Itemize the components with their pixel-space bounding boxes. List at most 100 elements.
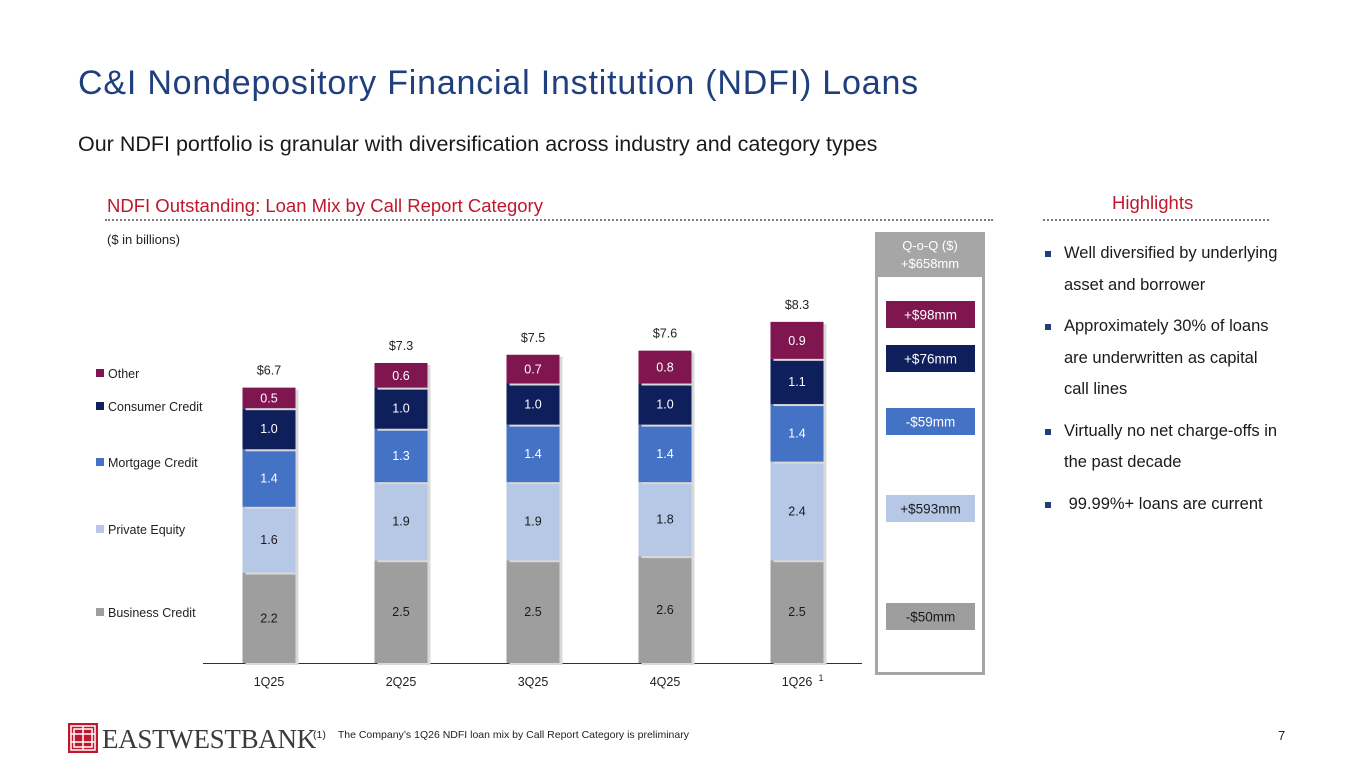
bullet-icon <box>1045 251 1051 257</box>
footnote: (1) The Company’s 1Q26 NDFI loan mix by C… <box>313 729 689 741</box>
legend-label: Business Credit <box>108 606 196 620</box>
qoq-header-title: Q-o-Q ($) <box>902 238 958 253</box>
total-label: $7.6 <box>653 327 677 341</box>
data-label: 0.5 <box>260 391 277 405</box>
data-label: 1.3 <box>392 449 409 463</box>
x-tick-label: 1Q26 <box>782 675 813 689</box>
bar-segment <box>506 424 560 483</box>
data-label: 1.4 <box>656 447 673 461</box>
data-label: 2.5 <box>788 605 805 619</box>
legend-swatch <box>96 608 104 616</box>
total-label: $7.5 <box>521 331 545 345</box>
x-tick-label: 1Q25 <box>254 675 285 689</box>
data-label: 1.0 <box>656 398 673 412</box>
bar-segment <box>242 387 296 409</box>
data-label: 1.1 <box>788 375 805 389</box>
bar-segment <box>374 387 428 429</box>
company-logo: EASTWESTBANK <box>68 723 316 755</box>
data-label: 2.6 <box>656 603 673 617</box>
data-label: 0.6 <box>392 369 409 383</box>
highlight-item: 99.99%+ loans are current <box>1040 489 1280 521</box>
bar-segment <box>242 449 296 507</box>
logo-wordmark: EASTWESTBANK <box>102 724 316 754</box>
total-label: $7.3 <box>389 339 413 353</box>
bar-segment <box>374 428 428 483</box>
data-label: 2.5 <box>524 605 541 619</box>
bar-segment <box>638 556 692 663</box>
highlight-item: Virtually no net charge-offs in the past… <box>1040 416 1280 479</box>
legend-swatch <box>96 525 104 533</box>
page-subtitle: Our NDFI portfolio is granular with dive… <box>78 132 878 156</box>
legend-swatch <box>96 369 104 377</box>
total-label: $8.3 <box>785 298 809 312</box>
highlights-divider <box>1043 219 1269 221</box>
legend-label: Consumer Credit <box>108 400 203 414</box>
x-tick-superscript: 1 <box>818 673 823 683</box>
data-label: 1.6 <box>260 533 277 547</box>
bullet-icon <box>1045 501 1051 508</box>
data-label: 1.0 <box>392 402 409 416</box>
page-title: C&I Nondepository Financial Institution … <box>78 64 919 102</box>
bar-segment <box>374 560 428 663</box>
bar-segment <box>242 408 296 450</box>
bar-segment <box>770 560 824 663</box>
highlights-list: Well diversified by underlying asset and… <box>1040 238 1280 530</box>
bar-segment <box>638 350 692 384</box>
x-tick-label: 4Q25 <box>650 675 681 689</box>
data-label: 1.4 <box>788 426 805 440</box>
qoq-change-label: +$593mm <box>900 502 960 517</box>
data-label: 0.7 <box>524 363 541 377</box>
bullet-icon <box>1045 428 1051 435</box>
qoq-change-box <box>886 345 975 372</box>
data-label: 0.8 <box>656 361 673 375</box>
highlight-text: Well diversified by underlying asset and… <box>1064 244 1278 294</box>
bar-segment <box>242 506 296 573</box>
data-label: 1.9 <box>392 515 409 529</box>
bar-segment <box>638 383 692 425</box>
qoq-change-label: +$76mm <box>904 352 957 367</box>
highlight-item: Approximately 30% of loans are underwrit… <box>1040 311 1280 406</box>
page-number: 7 <box>1278 728 1286 743</box>
bar-segment <box>770 404 824 462</box>
bar-segment <box>506 482 560 561</box>
bar-segment <box>506 560 560 663</box>
highlight-item: Well diversified by underlying asset and… <box>1040 238 1280 301</box>
qoq-header <box>876 233 984 277</box>
bar-segment <box>374 362 428 388</box>
bullet-icon <box>1045 324 1051 330</box>
bar-segment <box>506 383 560 425</box>
logo-emblem-icon <box>68 723 98 753</box>
bar-segment <box>374 482 428 561</box>
data-label: 1.9 <box>524 515 541 529</box>
bar-segment <box>638 424 692 483</box>
legend-label: Other <box>108 367 139 381</box>
qoq-header-total: +$658mm <box>901 256 959 271</box>
data-label: 1.0 <box>524 398 541 412</box>
chart-section-divider <box>105 219 993 221</box>
qoq-change-box <box>886 495 975 522</box>
stacked-bar-chart: 2.2 1.6 1.4 1.0 0.5 $6.7 1Q25 2.5 1.9 1.3 1.0 0.6 $7… <box>96 232 985 689</box>
legend-label: Private Equity <box>108 523 186 537</box>
legend-label: Mortgage Credit <box>108 456 198 470</box>
data-label: 1.8 <box>656 513 673 527</box>
data-label: 2.2 <box>260 611 277 625</box>
legend-swatch <box>96 402 104 410</box>
qoq-change-box <box>886 301 975 328</box>
highlight-text: 99.99%+ loans are current <box>1064 494 1263 513</box>
qoq-change-box <box>886 603 975 630</box>
qoq-change-label: -$50mm <box>906 610 956 625</box>
x-tick-label: 2Q25 <box>386 675 417 689</box>
chart-units-label: ($ in billions) <box>107 232 180 247</box>
bar-segment <box>770 461 824 561</box>
highlight-text: Approximately 30% of loans are underwrit… <box>1064 317 1269 398</box>
chart-section-heading: NDFI Outstanding: Loan Mix by Call Repor… <box>107 195 543 216</box>
bar-segment <box>638 482 692 557</box>
data-label: 1.4 <box>260 472 277 486</box>
bar-segment <box>242 572 296 663</box>
qoq-change-box <box>886 408 975 435</box>
bar-segment <box>506 354 560 384</box>
highlights-heading: Highlights <box>1112 192 1194 213</box>
qoq-change-label: +$98mm <box>904 308 957 323</box>
data-label: 1.4 <box>524 447 541 461</box>
legend-swatch <box>96 458 104 466</box>
